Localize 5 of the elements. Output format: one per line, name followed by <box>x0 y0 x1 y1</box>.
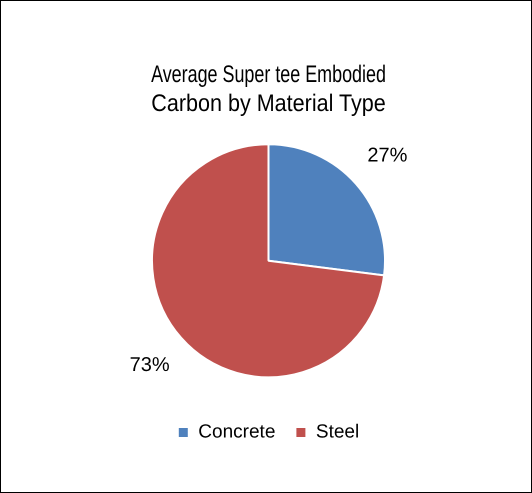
legend-label: Concrete <box>198 422 276 443</box>
data-label: 27% <box>367 144 408 167</box>
chart-title: Average Super tee Embodied Carbon by Material Type <box>151 62 386 116</box>
legend-label: Steel <box>316 422 360 443</box>
data-label: 73% <box>130 354 170 376</box>
